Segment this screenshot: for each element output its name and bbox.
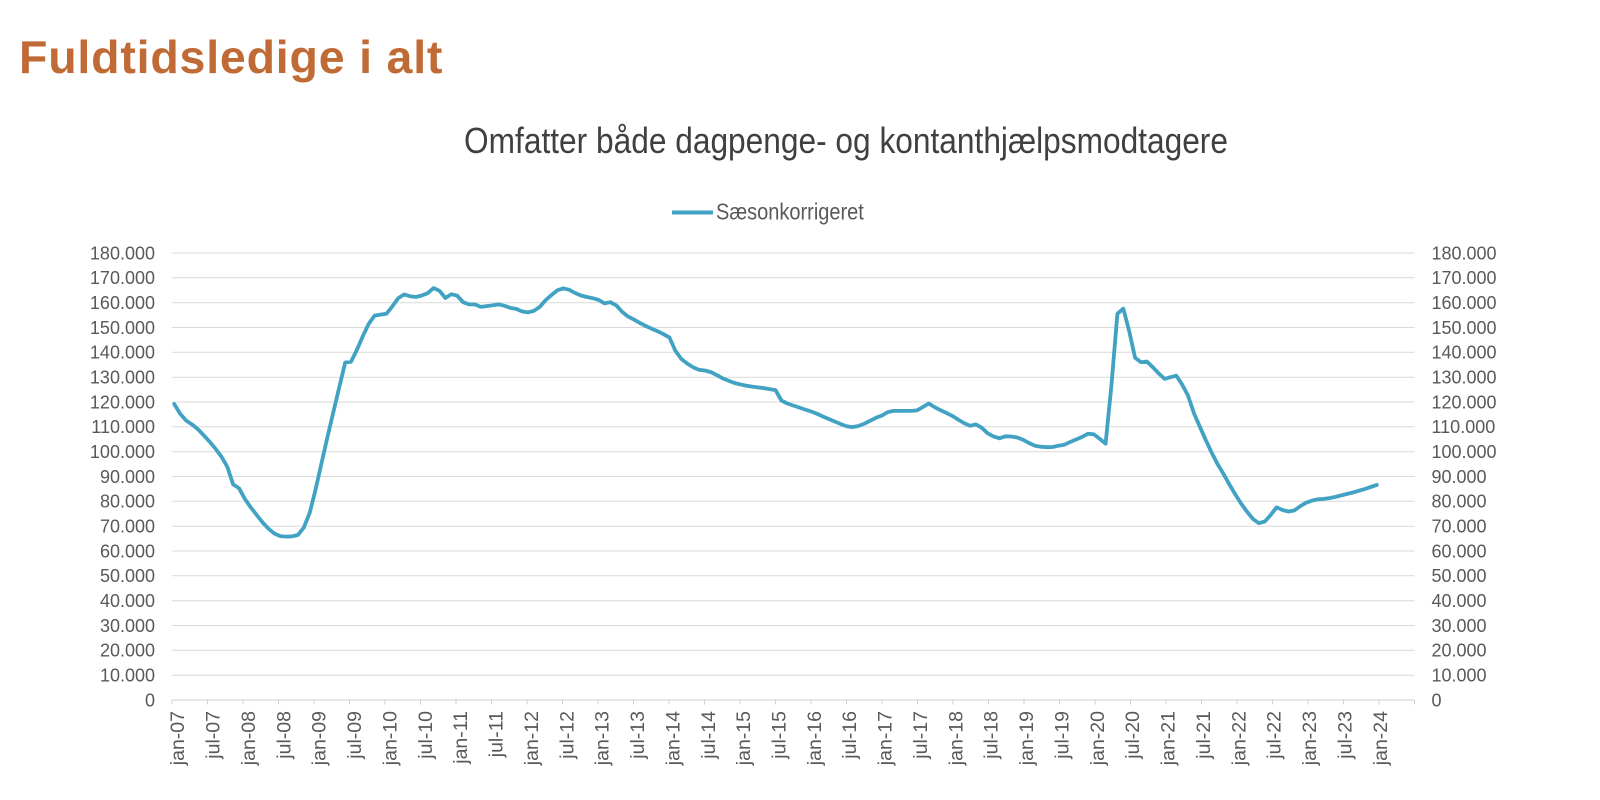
svg-text:110.000: 110.000	[91, 417, 155, 437]
svg-text:80.000: 80.000	[1432, 492, 1487, 512]
svg-text:70.000: 70.000	[100, 517, 155, 537]
svg-text:jul-18: jul-18	[981, 711, 1003, 760]
svg-text:jul-17: jul-17	[910, 711, 932, 760]
svg-text:jan-12: jan-12	[521, 711, 543, 766]
svg-text:60.000: 60.000	[1432, 541, 1487, 561]
svg-text:160.000: 160.000	[1432, 293, 1497, 313]
svg-text:jan-22: jan-22	[1228, 711, 1250, 766]
svg-text:jul-12: jul-12	[556, 711, 578, 760]
svg-text:jul-22: jul-22	[1264, 711, 1286, 760]
svg-text:0: 0	[145, 690, 155, 710]
svg-text:jul-21: jul-21	[1193, 711, 1215, 760]
svg-text:jul-08: jul-08	[273, 711, 295, 760]
svg-text:20.000: 20.000	[100, 641, 155, 661]
svg-text:20.000: 20.000	[1432, 641, 1487, 661]
svg-text:180.000: 180.000	[1432, 243, 1497, 263]
svg-text:jul-23: jul-23	[1334, 711, 1356, 760]
svg-text:Omfatter både dagpenge- og kon: Omfatter både dagpenge- og kontanthjælps…	[464, 121, 1228, 161]
svg-text:jan-17: jan-17	[875, 711, 897, 766]
svg-text:jan-11: jan-11	[450, 711, 472, 765]
svg-text:jul-19: jul-19	[1051, 711, 1073, 760]
svg-text:160.000: 160.000	[90, 293, 155, 313]
svg-text:jan-07: jan-07	[167, 711, 189, 766]
svg-text:130.000: 130.000	[1432, 368, 1497, 388]
svg-text:150.000: 150.000	[90, 318, 155, 338]
svg-text:180.000: 180.000	[90, 243, 155, 263]
svg-text:130.000: 130.000	[90, 368, 155, 388]
svg-text:jan-14: jan-14	[662, 711, 684, 766]
svg-text:0: 0	[1432, 690, 1442, 710]
svg-text:jan-19: jan-19	[1016, 711, 1038, 766]
svg-text:jan-20: jan-20	[1087, 711, 1109, 766]
svg-text:10.000: 10.000	[100, 666, 155, 686]
svg-text:jan-23: jan-23	[1299, 711, 1321, 766]
svg-text:120.000: 120.000	[1432, 392, 1497, 412]
svg-text:90.000: 90.000	[100, 467, 155, 487]
svg-text:jan-16: jan-16	[804, 711, 826, 766]
svg-text:jan-18: jan-18	[945, 711, 967, 766]
svg-text:110.000: 110.000	[1432, 417, 1496, 437]
svg-text:170.000: 170.000	[90, 268, 155, 288]
svg-text:jul-15: jul-15	[769, 711, 791, 760]
svg-text:jul-11: jul-11	[486, 711, 508, 758]
svg-text:Fuldtidsledige i alt: Fuldtidsledige i alt	[19, 31, 443, 83]
svg-text:10.000: 10.000	[1432, 666, 1487, 686]
svg-text:140.000: 140.000	[90, 343, 155, 363]
svg-text:90.000: 90.000	[1432, 467, 1487, 487]
svg-text:50.000: 50.000	[1432, 566, 1487, 586]
svg-text:jul-16: jul-16	[839, 711, 861, 760]
svg-text:150.000: 150.000	[1432, 318, 1497, 338]
svg-text:jan-15: jan-15	[733, 711, 755, 766]
svg-text:jan-21: jan-21	[1158, 711, 1180, 766]
svg-text:50.000: 50.000	[100, 566, 155, 586]
svg-text:70.000: 70.000	[1432, 517, 1487, 537]
svg-text:100.000: 100.000	[90, 442, 155, 462]
svg-text:jan-24: jan-24	[1370, 711, 1392, 766]
svg-text:30.000: 30.000	[1432, 616, 1487, 636]
svg-text:jan-13: jan-13	[592, 711, 614, 766]
svg-text:jan-08: jan-08	[238, 711, 260, 766]
svg-text:jan-09: jan-09	[309, 711, 331, 766]
svg-text:30.000: 30.000	[100, 616, 155, 636]
svg-text:60.000: 60.000	[100, 541, 155, 561]
svg-text:jul-20: jul-20	[1122, 711, 1144, 760]
svg-text:100.000: 100.000	[1432, 442, 1497, 462]
svg-text:120.000: 120.000	[90, 392, 155, 412]
svg-text:40.000: 40.000	[1432, 591, 1487, 611]
svg-text:jul-10: jul-10	[415, 711, 437, 760]
svg-text:jan-10: jan-10	[379, 711, 401, 766]
svg-text:170.000: 170.000	[1432, 268, 1497, 288]
svg-text:Sæsonkorrigeret: Sæsonkorrigeret	[716, 198, 864, 225]
svg-text:jul-07: jul-07	[203, 711, 225, 760]
svg-text:80.000: 80.000	[100, 492, 155, 512]
svg-text:40.000: 40.000	[100, 591, 155, 611]
svg-text:jul-13: jul-13	[627, 711, 649, 760]
svg-text:140.000: 140.000	[1432, 343, 1497, 363]
svg-text:jul-14: jul-14	[698, 711, 720, 760]
svg-text:jul-09: jul-09	[344, 711, 366, 760]
